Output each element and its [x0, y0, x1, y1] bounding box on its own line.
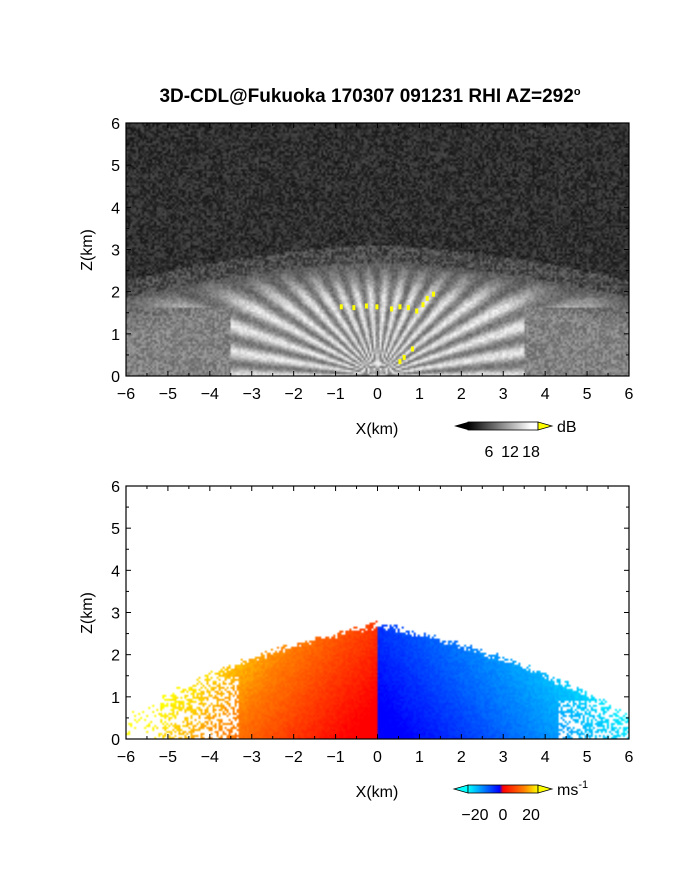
velocity-xtick-label: −1 [326, 749, 344, 766]
velocity-xtick-label: 0 [373, 749, 382, 766]
snr-saturated-point [375, 304, 379, 310]
snr-xtick-label: −2 [285, 386, 303, 403]
velocity-colorbar-tick-label: −20 [461, 807, 488, 824]
snr-ytick-label: 4 [111, 200, 120, 217]
snr-ytick-label: 1 [111, 327, 120, 344]
velocity-ytick-label: 2 [111, 648, 120, 665]
snr-saturated-point [411, 346, 415, 352]
velocity-axes: −6 −5 −4 −3 −2 −1 0 1 2 3 4 5 6 0 1 2 3 4 5 6 [111, 479, 633, 766]
snr-xtick-label: −6 [117, 386, 135, 403]
snr-xlabel: X(km) [356, 421, 399, 438]
snr-saturated-point [398, 359, 402, 365]
snr-xtick-label: 5 [583, 386, 592, 403]
snr-saturated-point [398, 304, 402, 310]
velocity-xtick-label: 3 [499, 749, 508, 766]
snr-colorbar-unit: dB [557, 419, 577, 436]
snr-ytick-label: 2 [111, 285, 120, 302]
snr-colorbar-tick-label: 12 [501, 444, 519, 461]
snr-xtick-label: 0 [373, 386, 382, 403]
velocity-ytick-label: 0 [111, 732, 120, 749]
snr-axes: −6 −5 −4 −3 −2 −1 0 1 2 3 4 5 6 0 1 2 3 4 5 6 [111, 116, 633, 403]
velocity-xtick-label: 1 [415, 749, 424, 766]
snr-xtick-label: −4 [201, 386, 219, 403]
velocity-colorbar-tick-label: 0 [499, 807, 508, 824]
snr-saturated-point [425, 295, 429, 301]
snr-xtick-label: 3 [499, 386, 508, 403]
velocity-colorbar: −20 0 20 ms-1 [452, 779, 588, 824]
velocity-panel: −6 −5 −4 −3 −2 −1 0 1 2 3 4 5 6 0 1 2 3 4 5 6 X(km) Z(km) −… [79, 479, 634, 824]
velocity-xtick-label: 4 [541, 749, 550, 766]
snr-xtick-label: −1 [326, 386, 344, 403]
velocity-ytick-label: 4 [111, 563, 120, 580]
velocity-ytick-label: 3 [111, 606, 120, 623]
snr-saturated-points [339, 291, 435, 365]
snr-colorbar-tick-label: 18 [522, 444, 540, 461]
snr-xtick-label: −3 [243, 386, 261, 403]
snr-xtick-label: 1 [415, 386, 424, 403]
snr-ytick-label: 3 [111, 243, 120, 260]
snr-saturated-point [352, 305, 356, 311]
velocity-heatmap [126, 486, 629, 739]
snr-saturated-point [406, 305, 410, 311]
snr-xtick-label: 4 [541, 386, 550, 403]
velocity-xtick-label: −5 [159, 749, 177, 766]
velocity-ylabel: Z(km) [79, 592, 96, 634]
velocity-xtick-label: 6 [625, 749, 634, 766]
snr-ylabel: Z(km) [79, 229, 96, 271]
snr-saturated-point [339, 304, 343, 310]
velocity-xtick-label: −3 [243, 749, 261, 766]
snr-saturated-point [421, 302, 425, 308]
velocity-colorbar-tick-label: 20 [522, 807, 540, 824]
velocity-colorbar-low-arrow [452, 784, 469, 794]
velocity-xtick-label: 5 [583, 749, 592, 766]
snr-colorbar-bar [467, 421, 539, 431]
velocity-colorbar-unit: ms-1 [557, 779, 588, 799]
velocity-ytick-label: 1 [111, 690, 120, 707]
snr-colorbar-low-arrow [454, 422, 468, 430]
velocity-colorbar-high-arrow [537, 784, 554, 794]
velocity-xtick-label: −2 [285, 749, 303, 766]
snr-xtick-label: 6 [625, 386, 634, 403]
snr-colorbar-high-arrow [537, 421, 554, 431]
snr-saturated-point [415, 308, 419, 314]
velocity-colorbar-bar [467, 784, 539, 794]
velocity-ytick-label: 5 [111, 521, 120, 538]
snr-saturated-point [364, 303, 368, 309]
velocity-ytick-label: 6 [111, 479, 120, 496]
snr-heatmap [126, 123, 629, 376]
snr-saturated-point [402, 354, 406, 360]
snr-xtick-label: 2 [457, 386, 466, 403]
snr-ytick-label: 6 [111, 116, 120, 133]
velocity-xtick-label: 2 [457, 749, 466, 766]
velocity-xtick-label: −6 [117, 749, 135, 766]
snr-colorbar: 6 12 18 dB [454, 419, 577, 461]
snr-ytick-label: 0 [111, 369, 120, 386]
velocity-xlabel: X(km) [356, 784, 399, 801]
velocity-xtick-label: −4 [201, 749, 219, 766]
chart-title: 3D-CDL@Fukuoka 170307 091231 RHI AZ=292o [159, 86, 581, 107]
snr-ytick-label: 5 [111, 158, 120, 175]
snr-saturated-point [390, 306, 394, 312]
snr-colorbar-tick-label: 6 [485, 444, 494, 461]
snr-saturated-point [431, 291, 435, 297]
snr-xtick-label: −5 [159, 386, 177, 403]
